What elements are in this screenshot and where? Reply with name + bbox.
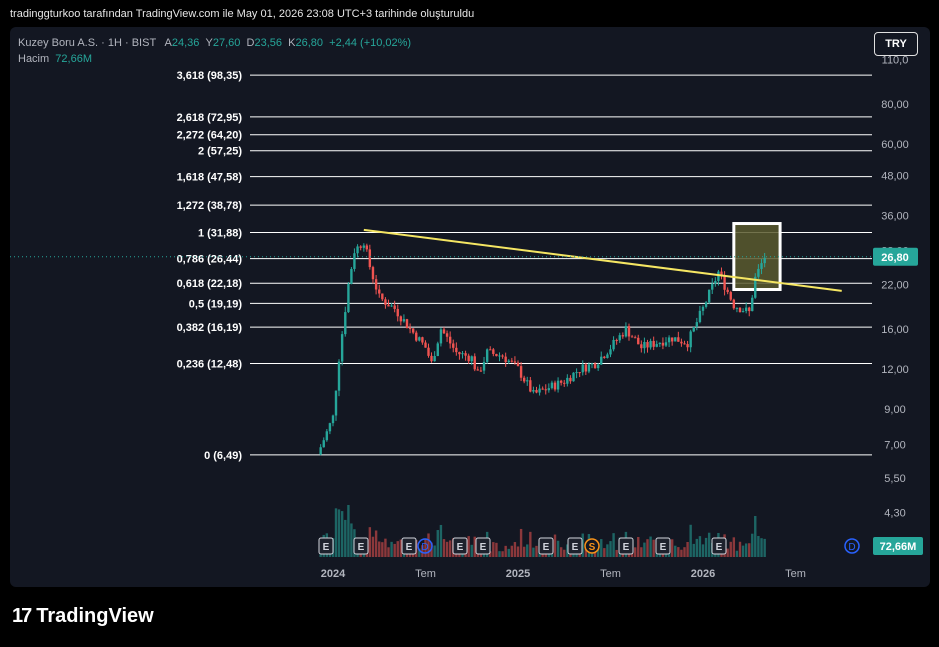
open-value: 24,36 (171, 37, 200, 49)
volume-label: Hacim (18, 53, 50, 65)
chart-panel[interactable]: Kuzey Boru A.S. · 1H · BIST A24,36 Y27,6… (10, 27, 930, 587)
symbol-name: Kuzey Boru A.S. · 1H · BIST (18, 37, 156, 49)
volume-legend: Hacim 72,66M (18, 53, 92, 65)
currency-button[interactable]: TRY (874, 32, 918, 56)
low-value: 23,56 (254, 37, 283, 49)
chart-caption: tradinggturkoo tarafından TradingView.co… (10, 8, 475, 20)
tradingview-footer: 17 TradingView (12, 605, 154, 628)
high-label: Y (205, 37, 213, 49)
volume-value: 72,66M (55, 53, 92, 65)
symbol-legend: Kuzey Boru A.S. · 1H · BIST A24,36 Y27,6… (18, 37, 411, 49)
close-value: 26,80 (295, 37, 324, 49)
low-label: D (246, 37, 255, 49)
tradingview-logo-icon: 17 (12, 605, 32, 627)
change-value: +2,44 (+10,02%) (329, 37, 412, 49)
footer-brand: TradingView (36, 605, 154, 627)
high-value: 27,60 (212, 37, 241, 49)
open-label: A (164, 37, 172, 49)
close-label: K (288, 37, 296, 49)
